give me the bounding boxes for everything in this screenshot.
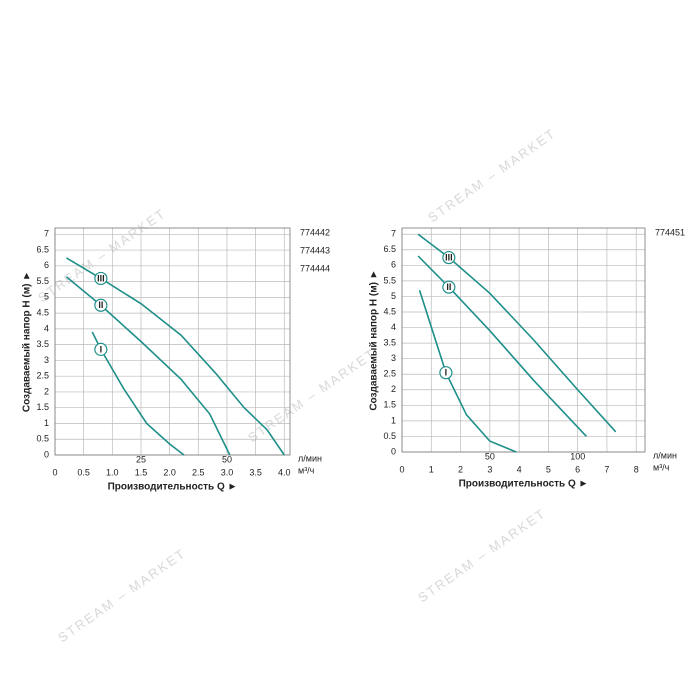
y-tick-label: 5 [44,292,49,302]
x-tick-label: 6 [575,464,580,474]
x-tick-label: 4.0 [278,467,291,477]
x-tick-label: 7 [604,464,609,474]
y-tick-label: 6 [44,260,49,270]
y-tick-label: 2 [44,386,49,396]
y-tick-label: 5.5 [36,276,49,286]
y-tick-label: 4 [391,322,396,332]
curve [418,289,517,453]
x2-unit: л/мин [653,450,677,460]
y-tick-label: 1 [391,415,396,425]
x-tick-label: 3 [487,464,492,474]
y-tick-label: 4 [44,323,49,333]
curve-label: III [445,252,453,262]
x-tick-label: 0.5 [77,467,90,477]
watermark: STREAM – MARKET [415,505,549,605]
y-tick-label: 6.5 [383,244,396,254]
model-number: 774451 [655,227,685,237]
curve-label-circle [94,342,108,356]
x2-tick-label: 25 [136,454,146,464]
curve-label: II [446,282,451,292]
x-tick-label: 2.0 [163,467,176,477]
x-unit: м³/ч [653,462,670,472]
y-tick-label: 3 [44,355,49,365]
curve-label-circle [439,366,453,380]
watermark: STREAM – MARKET [425,125,559,225]
y-tick-label: 3.5 [36,339,49,349]
curve [65,276,231,456]
x-tick-label: 1.5 [135,467,148,477]
x-tick-label: 3.5 [249,467,262,477]
y-tick-label: 3.5 [383,337,396,347]
plot-frame [401,227,646,453]
curve [66,257,285,456]
curve-label-circle [94,271,108,286]
x2-unit: л/мин [298,453,322,463]
y-tick-label: 7 [391,229,396,239]
y-tick-label: 0.5 [383,431,396,441]
y-tick-label: 3 [391,353,396,363]
x-axis-label: Производительность Q ► [459,479,589,490]
x-unit: м³/ч [298,465,315,475]
x-tick-label: 2.5 [192,467,205,477]
curve-label: I [100,344,103,354]
y-tick-label: 1 [44,418,49,428]
y-tick-label: 0 [44,449,49,459]
y-tick-label: 0.5 [36,434,49,444]
plot-frame [54,227,291,456]
x-tick-label: 1.0 [106,467,119,477]
x-tick-label: 8 [634,464,639,474]
x-tick-label: 3.0 [221,467,234,477]
x2-tick-label: 50 [485,451,495,461]
y-tick-label: 0 [391,446,396,456]
x-tick-label: 0 [52,467,57,477]
x-tick-label: 2 [458,464,463,474]
x-tick-label: 5 [546,464,551,474]
x-tick-label: 0 [399,464,404,474]
y-tick-label: 7 [44,229,49,239]
y-tick-label: 6.5 [36,244,49,254]
y-tick-label: 1.5 [36,402,49,412]
y-tick-label: 2.5 [383,369,396,379]
x2-tick-label: 100 [570,451,585,461]
y-tick-label: 5 [391,291,396,301]
curve-label-circle [442,250,456,265]
curve-label: II [98,300,103,310]
curve-label: I [445,368,448,378]
curve-label: III [97,273,105,283]
y-tick-label: 1.5 [383,400,396,410]
y-tick-label: 2.5 [36,371,49,381]
y-tick-label: 6 [391,260,396,270]
x2-tick-label: 50 [222,454,232,464]
x-axis-label: Производительность Q ► [108,482,238,493]
watermark: STREAM – MARKET [55,545,189,645]
x-tick-label: 1 [429,464,434,474]
y-tick-label: 4.5 [383,306,396,316]
y-tick-label: 5.5 [383,275,396,285]
curve-label-circle [94,298,108,312]
y-tick-label: 4.5 [36,308,49,318]
model-number: 774443 [300,245,330,255]
y-axis-label: Создаваемый напор H (м) ► [22,271,33,412]
x-tick-label: 4 [517,464,522,474]
model-number: 774442 [300,227,330,237]
curve-label-circle [442,280,456,294]
y-tick-label: 2 [391,384,396,394]
y-axis-label: Создаваемый напор H (м) ► [369,269,380,410]
model-number: 774444 [300,263,330,273]
curve [417,255,588,437]
